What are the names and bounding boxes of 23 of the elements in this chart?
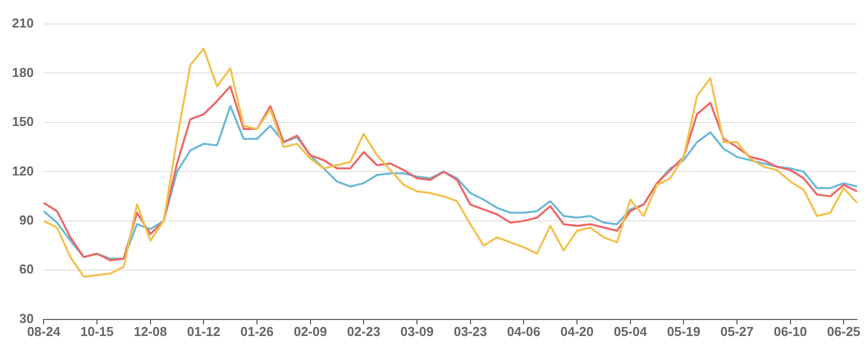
x-tick-label: 12-08: [134, 324, 167, 339]
x-tick-label: 01-26: [240, 324, 274, 339]
x-tick-label: 02-09: [294, 324, 327, 339]
x-tick-label: 10-15: [80, 324, 114, 339]
y-tick-label: 60: [19, 262, 34, 277]
y-tick-label: 210: [12, 16, 34, 31]
x-tick-label: 03-09: [400, 324, 434, 339]
y-tick-label: 30: [19, 310, 34, 326]
x-tick-label: 05-04: [614, 324, 648, 339]
x-tick-label: 02-23: [347, 324, 380, 339]
x-tick-label: 06-10: [774, 324, 807, 339]
x-tick-label: 01-12: [187, 324, 220, 339]
x-tick-label: 04-20: [560, 324, 594, 339]
y-tick-label: 120: [12, 163, 34, 178]
y-tick-label: 180: [12, 64, 34, 80]
y-tick-label: 150: [12, 114, 34, 130]
x-tick-label: 06-25: [827, 324, 860, 339]
x-tick-label: 05-27: [720, 324, 754, 339]
x-tick-label: 04-06: [507, 324, 540, 339]
x-tick-label: 05-19: [667, 324, 700, 339]
x-tick-label: 08-24: [27, 324, 62, 339]
x-tick-label: 03-23: [454, 324, 487, 339]
y-tick-label: 90: [19, 212, 34, 228]
